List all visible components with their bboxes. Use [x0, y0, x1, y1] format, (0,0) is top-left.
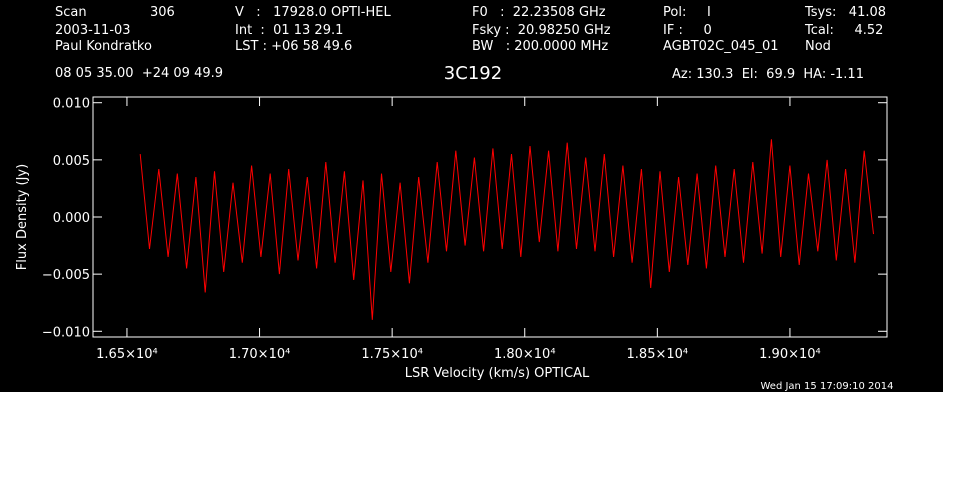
- header-field: Int : 01 13 29.1: [235, 23, 343, 38]
- header-field: LST : +06 58 49.6: [235, 39, 352, 54]
- header-field: Scan: [55, 5, 87, 20]
- header-field: BW : 200.0000 MHz: [472, 39, 608, 54]
- header-field: Tcal: 4.52: [804, 23, 883, 38]
- header-field: Az: 130.3 El: 69.9 HA: -1.11: [672, 67, 864, 82]
- y-tick-label: 0.000: [53, 211, 90, 226]
- header-field: Pol: I: [663, 5, 711, 20]
- y-tick-label: −0.010: [42, 325, 90, 340]
- header-field: Nod: [805, 39, 831, 54]
- header-field: V : 17928.0 OPTI-HEL: [235, 5, 391, 20]
- header-field: 08 05 35.00 +24 09 49.9: [55, 66, 223, 81]
- y-tick-label: 0.010: [53, 97, 90, 112]
- chart-title: 3C192: [444, 63, 502, 84]
- timestamp: Wed Jan 15 17:09:10 2014: [760, 381, 893, 392]
- header-field: Fsky : 20.98250 GHz: [472, 23, 611, 38]
- x-tick-label: 1.75×10⁴: [361, 347, 423, 362]
- y-tick-label: −0.005: [42, 268, 90, 283]
- x-tick-label: 1.90×10⁴: [759, 347, 821, 362]
- x-axis-label: LSR Velocity (km/s) OPTICAL: [405, 366, 590, 381]
- header-field: Paul Kondratko: [55, 39, 152, 54]
- x-tick-label: 1.80×10⁴: [494, 347, 556, 362]
- x-tick-label: 1.85×10⁴: [627, 347, 689, 362]
- header-field: 2003-11-03: [55, 23, 131, 38]
- y-tick-label: 0.005: [53, 154, 90, 169]
- x-tick-label: 1.70×10⁴: [229, 347, 291, 362]
- header-field: IF : 0: [663, 23, 712, 38]
- spectrum-line: [139, 139, 874, 320]
- header-field: Tsys: 41.08: [804, 5, 886, 20]
- x-tick-label: 1.65×10⁴: [96, 347, 158, 362]
- header-field: 306: [150, 5, 175, 20]
- y-axis-label: Flux Density (Jy): [15, 164, 30, 270]
- header-field: AGBT02C_045_01: [663, 39, 779, 54]
- header-field: F0 : 22.23508 GHz: [472, 5, 606, 20]
- plot-background: [0, 0, 943, 392]
